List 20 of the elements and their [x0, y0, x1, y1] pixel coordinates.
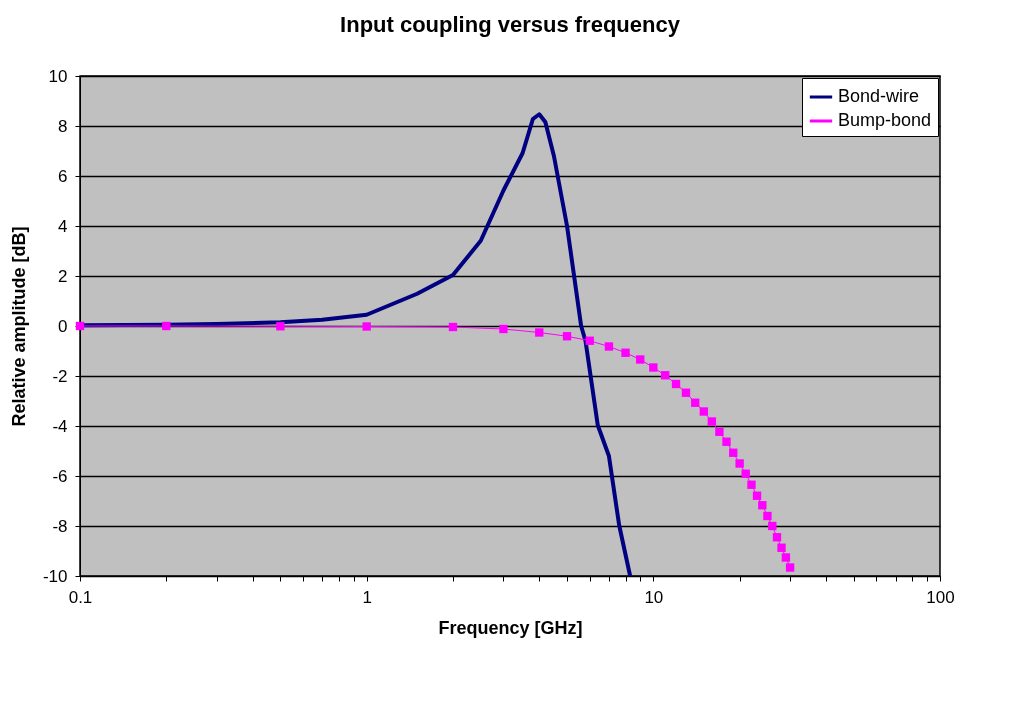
y-tick-label: -8	[52, 516, 68, 536]
y-tick-label: 8	[58, 116, 68, 136]
y-tick-label: 10	[48, 66, 68, 86]
x-axis-title: Frequency [GHz]	[438, 617, 583, 638]
x-tick-label: 100	[926, 587, 955, 607]
y-tick-label: 0	[58, 316, 68, 336]
x-tick-label: 10	[644, 587, 664, 607]
y-tick-label: 4	[58, 216, 68, 236]
legend-label: Bump-bond	[838, 110, 932, 130]
chart-title: Input coupling versus frequency	[340, 12, 681, 37]
legend-label: Bond-wire	[838, 86, 920, 106]
y-tick-label: -2	[52, 366, 68, 386]
y-tick-label: 2	[58, 266, 68, 286]
x-tick-label: 1	[362, 587, 372, 607]
x-tick-label: 0.1	[68, 587, 93, 607]
y-tick-label: -6	[52, 466, 68, 486]
y-tick-label: -4	[52, 416, 68, 436]
y-tick-label: 6	[58, 166, 68, 186]
y-axis-title: Relative amplitude [dB]	[8, 226, 29, 427]
y-tick-label: -10	[42, 566, 68, 586]
